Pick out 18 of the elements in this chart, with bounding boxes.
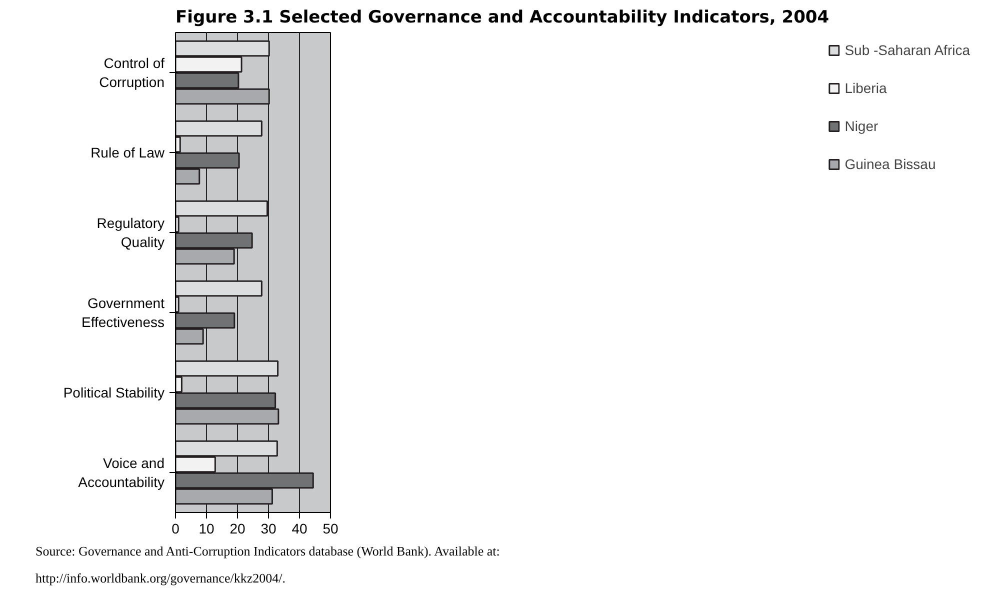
x-tick-label: 30 [260,520,276,536]
y-tick-label: Control of Corruption [99,54,165,90]
x-tick-label: 20 [230,520,246,536]
legend-label: Niger [844,118,878,134]
legend-label: Liberia [844,80,887,96]
text: Figure 3.1 Selected Governance and Accountability Indicators, 2004 [176,8,830,28]
y-tick-label: Rule of Law [90,144,166,160]
legend-label: Sub -Saharan Africa [844,42,970,58]
y-tick-label: Political Stability [63,384,165,400]
x-tick-label: 10 [198,520,214,536]
x-tick-label: 50 [322,520,338,536]
source-note: Source: Governance and Anti-Corruption Indicators database (World Bank). Available at: http://info.worldbank.org/governance/kkz2004/. [36,544,500,586]
legend-label: Guinea Bissau [844,156,936,172]
y-tick-label: Regulatory Quality [96,214,165,250]
y-tick-label: Government Effectiveness [81,294,165,330]
y-tick-label: Voice and Accountability [78,454,165,490]
x-tick-label: 40 [292,520,308,536]
x-tick-label: 0 [172,520,180,536]
